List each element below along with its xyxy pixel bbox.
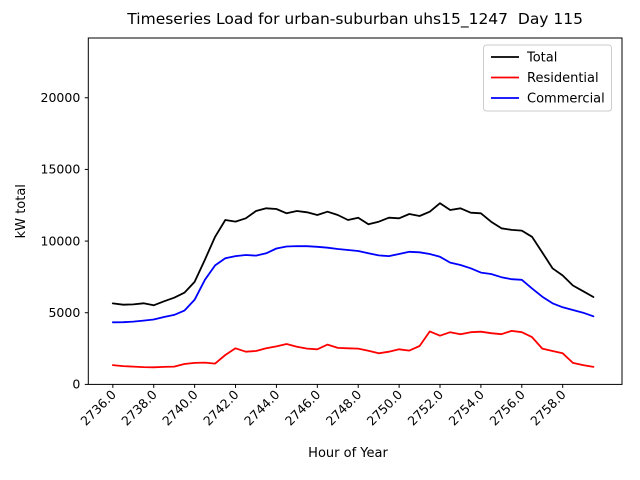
series-line-commercial	[111, 245, 595, 324]
legend: Total Residential Commercial	[483, 44, 612, 112]
y-tick-label: 0	[72, 377, 80, 392]
series-line-residential	[111, 330, 595, 369]
axes-spines	[87, 37, 623, 385]
legend-label-residential: Residential	[527, 71, 599, 86]
legend-box	[483, 44, 612, 112]
x-axis-label: Hour of Year	[308, 446, 388, 461]
y-tick-label: 15000	[41, 162, 81, 177]
series-line-total	[111, 202, 595, 307]
legend-label-total: Total	[526, 51, 557, 66]
y-tick-label: 10000	[41, 233, 81, 248]
y-tick-label: 5000	[48, 305, 80, 320]
chart-title: Timeseries Load for urban-suburban uhs15…	[126, 10, 583, 29]
legend-label-commercial: Commercial	[527, 92, 605, 107]
y-tick-label: 20000	[41, 90, 81, 105]
y-axis-label: kW total	[14, 184, 29, 238]
